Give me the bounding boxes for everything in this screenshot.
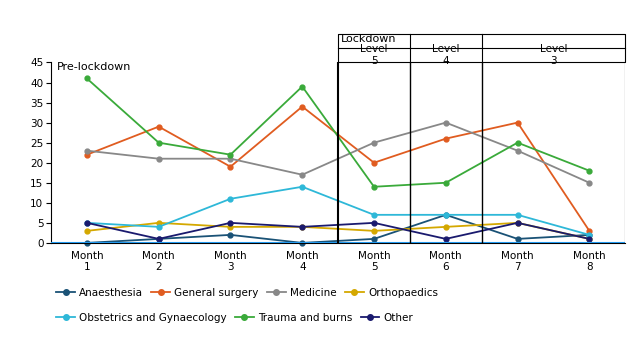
Text: Level
5: Level 5 — [360, 44, 388, 66]
Text: Pre-lockdown: Pre-lockdown — [57, 62, 131, 73]
Text: Level
4: Level 4 — [432, 44, 459, 66]
Legend: Obstetrics and Gynaecology, Trauma and burns, Other: Obstetrics and Gynaecology, Trauma and b… — [56, 313, 413, 323]
Text: Lockdown: Lockdown — [341, 34, 396, 44]
Text: Level
3: Level 3 — [540, 44, 567, 66]
